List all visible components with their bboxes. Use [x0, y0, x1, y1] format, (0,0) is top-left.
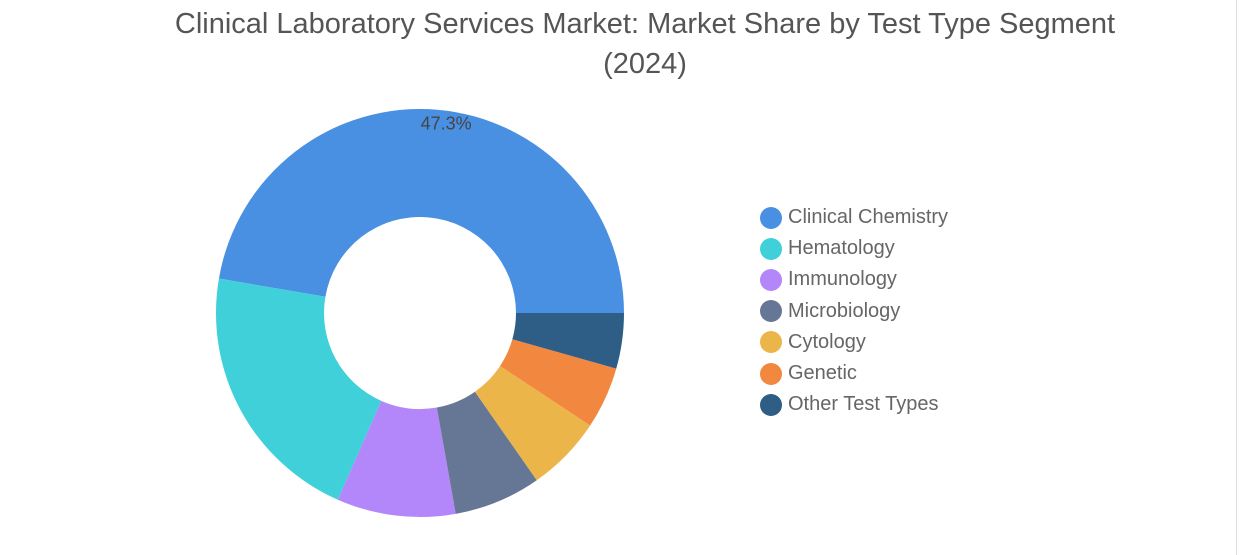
slice-microbiology [436, 391, 537, 514]
legend-swatch [760, 206, 782, 229]
data-label: 47.3% [421, 114, 472, 134]
slice-other-test-types [512, 313, 624, 369]
chart-title-line-2: (2024) [603, 48, 687, 80]
slice-genetic [500, 339, 617, 426]
chart-title: Clinical Laboratory Services Market: Mar… [0, 4, 1242, 84]
legend-swatch [760, 300, 782, 323]
legend: Clinical Chemistry Hematology Immunology Mi… [760, 202, 948, 420]
legend-item: Clinical Chemistry [760, 202, 948, 233]
legend-swatch [760, 362, 782, 385]
legend-item: Other Test Types [760, 389, 948, 420]
legend-label: Microbiology [788, 299, 901, 322]
slice-immunology [337, 400, 456, 517]
right-border [1236, 0, 1237, 555]
legend-label: Cytology [788, 330, 866, 353]
legend-label: Hematology [788, 237, 895, 260]
slice-hematology [216, 278, 382, 500]
legend-swatch [760, 268, 782, 291]
legend-item: Immunology [760, 264, 948, 295]
legend-label: Genetic [788, 362, 857, 385]
legend-item: Hematology [760, 233, 948, 264]
legend-swatch [760, 237, 782, 260]
legend-label: Immunology [788, 268, 897, 291]
slice-clinical-chemistry [218, 108, 624, 313]
legend-item: Cytology [760, 327, 948, 358]
legend-swatch [760, 331, 782, 354]
legend-swatch [760, 393, 782, 416]
legend-label: Clinical Chemistry [788, 206, 949, 229]
slice-cytology [474, 365, 591, 481]
legend-label: Other Test Types [788, 393, 939, 416]
chart-title-line-1: Clinical Laboratory Services Market: Mar… [174, 8, 1116, 40]
legend-item: Genetic [760, 358, 948, 389]
legend-item: Microbiology [760, 296, 948, 327]
